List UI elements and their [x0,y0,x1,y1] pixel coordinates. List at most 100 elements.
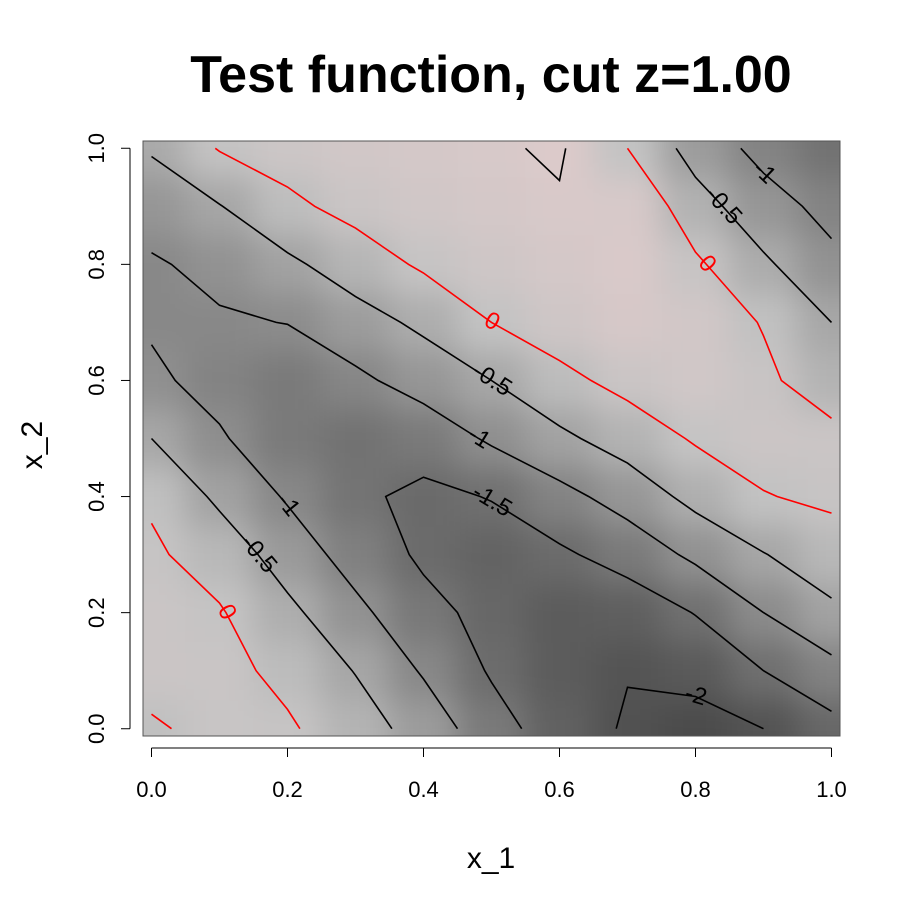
heat-cell [253,699,322,736]
heat-cell [797,641,840,701]
heat-cell [143,351,186,410]
heat-cell [143,699,186,736]
heat-cell [457,141,526,178]
contour-lines [150,147,833,730]
heat-cell [525,467,594,527]
heat-cell [253,177,322,236]
x-tick-label: 0.4 [408,777,439,802]
y-tick-label: 0.4 [84,481,109,512]
heat-cell [185,525,254,585]
heat-cell [661,293,730,352]
heat-cell [661,141,730,178]
heat-cell [321,641,390,701]
heat-cell [457,177,526,236]
heat-cell [797,293,840,352]
contour-line [740,147,833,240]
heat-cell [797,583,840,643]
heat-cell [729,525,798,585]
heat-cell [185,641,254,701]
heat-cell [593,641,662,701]
heat-cell [389,583,458,643]
y-tick-label: 0.6 [84,365,109,396]
axes: 0.0 0.2 0.4 0.6 0.8 1.0 0.0 0.2 0.4 0.6 0.8 1.0 [84,133,847,802]
chart-title: Test function, cut z=1.00 [190,46,791,104]
heat-cell [593,583,662,643]
heat-cell [525,583,594,643]
contour-line [214,147,832,514]
heat-cell [661,583,730,643]
heat-cell [525,293,594,352]
heat-cell [593,409,662,469]
heat-cell [253,293,322,352]
contour-line [626,147,832,419]
contour-line [384,476,832,730]
y-axis-label: x_2 [16,421,49,469]
x-tick-label: 1.0 [816,777,847,802]
y-tick-label: 0.2 [84,597,109,628]
heat-cell [661,235,730,294]
heat-cell [797,177,840,236]
heat-cell [797,699,840,736]
heat-cell [253,409,322,469]
heat-cell [389,641,458,701]
contour-line [150,344,459,730]
heat-cell [525,235,594,294]
contour-line [151,713,172,730]
heat-cell [797,351,840,410]
x-tick-label: 0.8 [680,777,711,802]
contour-line [615,686,764,730]
heat-cell [525,525,594,585]
heat-cell [185,351,254,410]
heat-cell [321,525,390,585]
heat-cell [593,235,662,294]
heat-cell [661,525,730,585]
heat-cell [253,351,322,410]
heat-cell [143,467,186,527]
heat-cell [525,699,594,736]
y-tick-label: 1.0 [84,133,109,164]
heat-cell [389,409,458,469]
heat-cell [321,235,390,294]
heat-cell [457,525,526,585]
heat-cell [525,409,594,469]
heat-cell [143,293,186,352]
heat-cell [661,641,730,701]
heat-cell [729,141,798,178]
heat-cell [797,409,840,469]
heat-cell [321,583,390,643]
heat-cell [185,583,254,643]
x-tick-label: 0.0 [136,777,167,802]
heat-cell [321,699,390,736]
heat-cell [253,141,322,178]
plot-frame [142,140,841,737]
heat-cell [321,141,390,178]
heat-cell [457,641,526,701]
heat-cell [185,467,254,527]
heat-cell [143,525,186,585]
heat-cell [661,699,730,736]
heat-cell [253,235,322,294]
heat-cell [661,409,730,469]
heat-cell [661,351,730,410]
heat-cell [593,525,662,585]
heat-cell [185,235,254,294]
heat-cell [389,235,458,294]
heat-cell [661,467,730,527]
heat-cell [321,177,390,236]
x-axis-label: x_1 [467,842,515,875]
contour-line [150,522,301,730]
heat-cell [797,525,840,585]
heat-cell [525,641,594,701]
heat-cell [321,409,390,469]
heat-cell [321,467,390,527]
heat-cell [389,351,458,410]
heat-cell [143,409,186,469]
heat-cell [797,467,840,527]
heat-cell [457,583,526,643]
heat-cell [143,177,186,236]
heat-cell [593,141,662,178]
heat-cell [797,235,840,294]
heat-cell [185,409,254,469]
y-tick-label: 0.0 [84,713,109,744]
